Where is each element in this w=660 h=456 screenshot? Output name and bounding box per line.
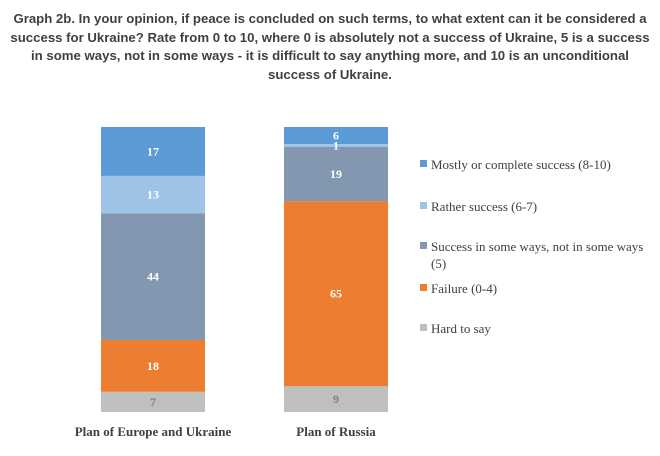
legend-item-rather-success-6-7: Rather success (6-7) bbox=[420, 198, 655, 215]
legend-label: Mostly or complete success (8-10) bbox=[431, 157, 611, 172]
legend-item-hard-to-say: Hard to say bbox=[420, 320, 655, 337]
chart-title: Graph 2b. In your opinion, if peace is c… bbox=[10, 11, 650, 82]
data-label-plan-of-europe-and-ukraine-hard-to-say: 7 bbox=[150, 395, 156, 409]
category-label-plan-of-europe-and-ukraine: Plan of Europe and Ukraine bbox=[75, 424, 232, 439]
bar-segment-plan-of-europe-and-ukraine-failure-0-4 bbox=[101, 340, 205, 392]
bar-segment-plan-of-europe-and-ukraine-success-in-some-ways-not-in-some-ways-5 bbox=[101, 213, 205, 341]
legend-swatch bbox=[420, 284, 427, 291]
legend-swatch bbox=[420, 202, 427, 209]
legend-item-failure-0-4: Failure (0-4) bbox=[420, 280, 655, 297]
bar-segment-plan-of-russia-success-in-some-ways-not-in-some-ways-5 bbox=[284, 146, 388, 202]
data-label-plan-of-europe-and-ukraine-failure-0-4: 18 bbox=[147, 359, 159, 373]
legend-swatch bbox=[420, 324, 427, 331]
bars-layer bbox=[101, 127, 388, 412]
category-label-plan-of-russia: Plan of Russia bbox=[296, 424, 376, 439]
bar-segment-plan-of-europe-and-ukraine-rather-success-6-7 bbox=[101, 175, 205, 214]
legend-label: Success in some ways, not in some ways (… bbox=[431, 239, 644, 271]
bar-segment-plan-of-russia-mostly-or-complete-success-8-10 bbox=[284, 127, 388, 145]
legend-item-success-in-some-ways-not-in-some-ways-5: Success in some ways, not in some ways (… bbox=[420, 238, 655, 272]
bar-segment-plan-of-russia-rather-success-6-7 bbox=[284, 144, 388, 147]
legend-label: Rather success (6-7) bbox=[431, 199, 538, 214]
data-label-plan-of-russia-failure-0-4: 65 bbox=[330, 287, 342, 301]
data-label-plan-of-russia-success-in-some-ways-not-in-some-ways-5: 19 bbox=[330, 167, 342, 181]
data-label-plan-of-europe-and-ukraine-rather-success-6-7: 13 bbox=[147, 188, 159, 202]
legend-label: Failure (0-4) bbox=[431, 281, 498, 296]
segment-labels-layer: 17 13 44 18 7 61 19 65 9 bbox=[147, 129, 342, 409]
legend-label: Hard to say bbox=[431, 321, 491, 336]
data-label-plan-of-russia-rather-success-6-7: 1 bbox=[333, 139, 339, 153]
data-label-plan-of-russia-mostly-or-complete-success-8-10: 6 bbox=[333, 129, 339, 143]
bar-segment-plan-of-russia-hard-to-say bbox=[284, 386, 388, 412]
data-label-plan-of-russia-hard-to-say: 9 bbox=[333, 392, 339, 406]
data-label-plan-of-europe-and-ukraine-success-in-some-ways-not-in-some-ways-5: 44 bbox=[147, 270, 159, 284]
bar-segment-plan-of-europe-and-ukraine-mostly-or-complete-success-8-10 bbox=[101, 127, 205, 176]
bar-segment-plan-of-russia-failure-0-4 bbox=[284, 201, 388, 387]
legend-swatch bbox=[420, 160, 427, 167]
data-label-plan-of-europe-and-ukraine-mostly-or-complete-success-8-10: 17 bbox=[147, 144, 159, 158]
legend-item-mostly-or-complete-success-8-10: Mostly or complete success (8-10) bbox=[420, 156, 655, 173]
bar-segment-plan-of-europe-and-ukraine-hard-to-say bbox=[101, 391, 205, 412]
stacked-bar-chart: 17 13 44 18 7 61 19 65 9 Plan of Europe and Ukra… bbox=[75, 127, 388, 439]
legend: Mostly or complete success (8-10) Rather … bbox=[420, 0, 660, 456]
category-labels-layer: Plan of Europe and Ukraine Plan of Russia bbox=[75, 424, 376, 439]
legend-swatch bbox=[420, 242, 427, 249]
